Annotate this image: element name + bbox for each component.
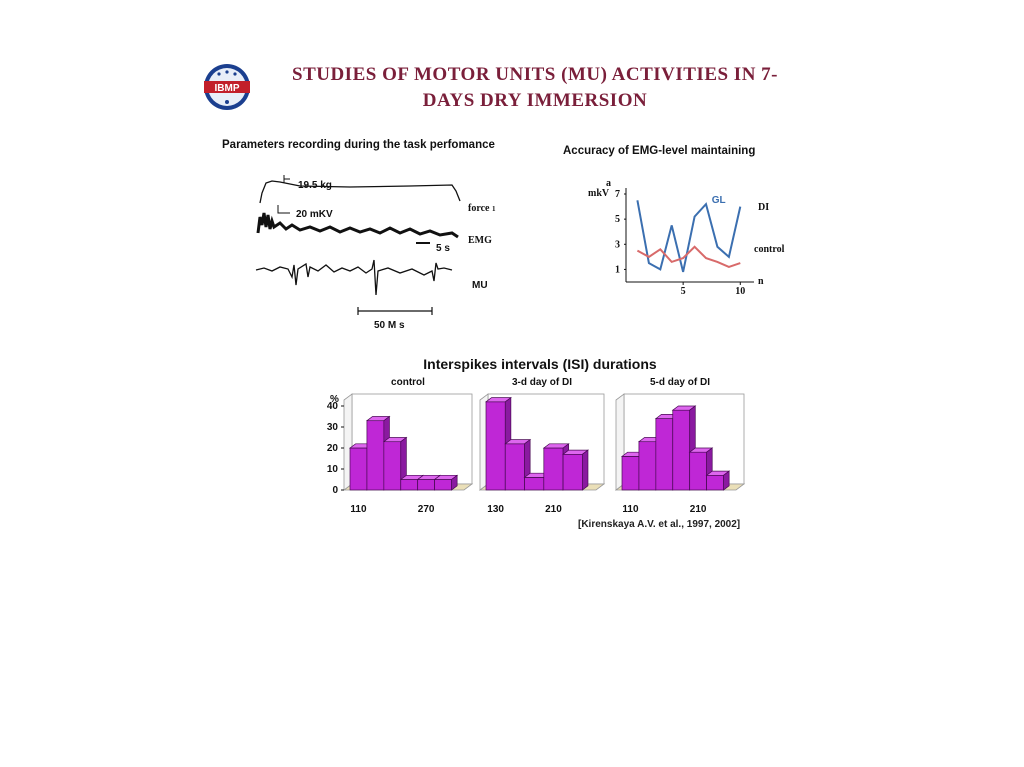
histogram-x-tick-label: 270 (418, 504, 435, 515)
isi-histograms: control% 0 10 20 30 40 110 270 3-d day of DI 130 2… (327, 377, 746, 515)
line-chart-y-tick-label: 7 (615, 189, 620, 200)
force-trace (259, 180, 461, 204)
histogram-panel-3: 5-d day of DI 110 210 (614, 377, 746, 515)
histogram-title: 3-d day of DI (512, 377, 572, 388)
histogram-bar-front (706, 474, 724, 491)
histogram-bar-side (582, 449, 589, 491)
histogram-bar (382, 436, 408, 491)
histogram-panel-2: 3-d day of DI 130 210 (478, 377, 606, 515)
logo-text: IBMP (215, 83, 240, 94)
histogram-x-tick-label: 110 (622, 504, 639, 515)
histogram-bar (562, 449, 590, 491)
histogram-y-tick-label: 0 (332, 485, 338, 496)
histogram-bar-front (434, 479, 452, 491)
histogram-bar-front (383, 441, 402, 491)
histogram-bar-front (638, 441, 657, 491)
logo-star-icon (225, 70, 229, 74)
slide-title-line2: DAYS DRY IMMERSION (422, 90, 648, 111)
histogram-bar-front (562, 453, 583, 491)
emg-label: EMG (468, 235, 492, 246)
mu-label: MU (472, 280, 488, 291)
recording-heading: Parameters recording during the task per… (222, 139, 495, 151)
recording-traces: 19.5 kg force 1 20 mKV EMG 5 s MU 50 M s (255, 175, 496, 331)
line-chart-y-tick-label: 1 (615, 264, 620, 275)
line-chart-panel-label: DI (758, 202, 769, 213)
line-chart-y-tick-label: 3 (615, 239, 620, 250)
emg-scale-bar (277, 205, 290, 214)
accuracy-chart-title: Accuracy of EMG-level maintaining (563, 145, 756, 157)
line-chart-y-label: mkV (588, 188, 610, 199)
line-chart-x-label: n (758, 276, 764, 287)
histogram-bar-front (504, 443, 525, 491)
citation: [Kirenskaya A.V. et al., 1997, 2002] (578, 519, 741, 530)
time-scale-bar-50ms (357, 307, 433, 315)
series-label-gl: GL (712, 195, 726, 206)
histogram-y-tick-label: 40 (327, 401, 339, 412)
histogram-bar-front (366, 420, 385, 491)
emg-scale-label: 20 mKV (296, 209, 333, 220)
logo-globe-icon (225, 100, 229, 104)
histogram-bar-front (400, 479, 419, 491)
histogram-x-tick-label: 210 (545, 504, 562, 515)
line-chart-y-tick-label: 5 (615, 214, 620, 225)
force-scale-label: 19.5 kg (298, 180, 332, 191)
histogram-bar-front (485, 401, 506, 491)
histogram-bar-front (672, 409, 691, 491)
logo-star-icon (217, 72, 221, 76)
mu-trace (255, 259, 453, 296)
series-line-control (636, 245, 741, 268)
line-chart-x-tick-label: 10 (735, 286, 745, 297)
histogram-x-tick-label: 210 (690, 504, 707, 515)
logo-star-icon (233, 72, 237, 76)
histogram-bar-front (621, 456, 640, 491)
series-label-control: control (754, 244, 785, 255)
histogram-x-tick-label: 130 (487, 504, 504, 515)
histogram-bar-side (451, 474, 458, 491)
series-line-gl (636, 200, 742, 273)
slide-title: STUDIES OF MOTOR UNITS (MU) ACTIVITIES I… (270, 62, 800, 114)
line-chart-y-label-sup: a (606, 178, 611, 189)
isi-histograms-title: Interspikes intervals (ISI) durations (423, 356, 657, 372)
histogram-bar-front (543, 447, 564, 491)
force-label: force 1 (468, 203, 496, 214)
histogram-y-tick-label: 30 (327, 422, 339, 433)
histogram-bar-front (689, 451, 707, 491)
histogram-bar-front (655, 418, 674, 491)
histogram-bar (705, 470, 731, 491)
histogram-x-tick-label: 110 (350, 504, 367, 515)
histogram-title: 5-d day of DI (650, 377, 710, 388)
force-scale-bar (283, 175, 290, 183)
histogram-bar-side (723, 470, 730, 491)
histogram-bar-front (524, 477, 545, 491)
histogram-title: control (391, 377, 425, 388)
histogram-y-tick-label: 20 (327, 443, 339, 454)
emg-trace (256, 212, 459, 239)
histogram-panel-1: control% 0 10 20 30 40 110 270 (327, 377, 474, 515)
slide-title-line1: STUDIES OF MOTOR UNITS (MU) ACTIVITIES I… (292, 64, 778, 85)
histogram-y-label: % (330, 394, 339, 405)
time-scale-label-5s: 5 s (436, 243, 450, 254)
ibmp-logo: IBMP (204, 64, 250, 110)
histogram-bar (433, 474, 459, 491)
histogram-y-tick-label: 10 (327, 464, 339, 475)
time-scale-label-50ms: 50 M s (374, 320, 405, 331)
logo-band (204, 81, 250, 93)
histogram-bar-front (349, 447, 368, 491)
histogram-bar-front (417, 479, 435, 491)
line-chart-x-tick-label: 5 (681, 286, 686, 297)
